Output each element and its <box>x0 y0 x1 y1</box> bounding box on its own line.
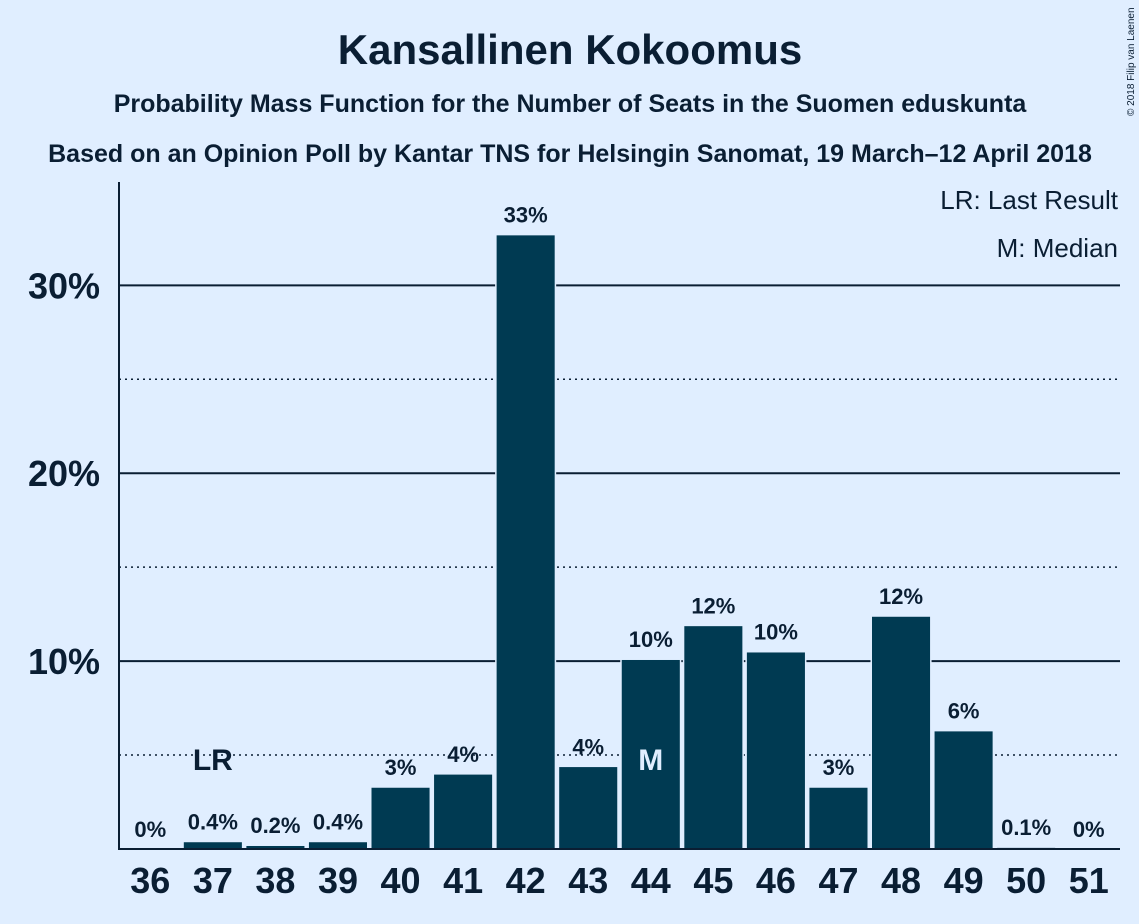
x-tick-label: 49 <box>944 860 984 901</box>
x-tick-label: 46 <box>756 860 796 901</box>
data-label: 6% <box>948 699 980 724</box>
x-tick-label: 47 <box>818 860 858 901</box>
copyright-note: © 2018 Filip van Laenen <box>1126 7 1137 116</box>
x-tick-label: 45 <box>693 860 733 901</box>
bar <box>933 729 995 850</box>
data-label: 10% <box>629 627 673 652</box>
bar <box>870 615 932 850</box>
bar <box>557 765 619 850</box>
x-tick-label: 41 <box>443 860 483 901</box>
data-label: 12% <box>879 584 923 609</box>
data-label: 12% <box>691 593 735 618</box>
bar <box>307 840 369 850</box>
x-tick-label: 42 <box>506 860 546 901</box>
data-labels: 0% 0.4% 0.2% 0.4% 3% 4% 33% 4% 10% 12% 10% 3% 12% 6% 0… <box>134 203 1104 842</box>
last-result-marker: LR <box>193 744 233 777</box>
bars <box>182 233 1057 850</box>
data-label: 3% <box>823 755 855 780</box>
markers: LR M <box>193 744 663 777</box>
bar <box>495 233 557 850</box>
data-label: 0.2% <box>250 813 300 838</box>
data-label: 10% <box>754 620 798 645</box>
bar <box>182 840 244 850</box>
y-axis-ticks: 10% 20% 30% <box>28 265 100 682</box>
legend-last-result: LR: Last Result <box>940 185 1119 215</box>
x-tick-label: 44 <box>631 860 671 901</box>
legend-median: M: Median <box>997 233 1118 263</box>
x-tick-label: 43 <box>568 860 608 901</box>
chart-subtitle: Probability Mass Function for the Number… <box>114 90 1028 118</box>
bar <box>745 650 807 850</box>
x-tick-label: 48 <box>881 860 921 901</box>
x-tick-label: 51 <box>1069 860 1109 901</box>
x-tick-label: 36 <box>130 860 170 901</box>
x-tick-label: 38 <box>255 860 295 901</box>
data-label: 33% <box>504 203 548 228</box>
bar <box>682 624 744 850</box>
data-label: 3% <box>385 755 417 780</box>
data-label: 0.4% <box>313 809 363 834</box>
y-tick-label: 10% <box>28 641 100 682</box>
data-label: 0% <box>1073 817 1105 842</box>
y-tick-label: 20% <box>28 453 100 494</box>
bar <box>807 786 869 850</box>
data-label: 0.1% <box>1001 815 1051 840</box>
median-marker: M <box>638 744 663 777</box>
data-label: 4% <box>572 734 604 759</box>
data-label: 0% <box>134 817 166 842</box>
x-axis-ticks: 36 37 38 39 40 41 42 43 44 45 46 47 48 49 50 51 <box>130 860 1108 901</box>
x-tick-label: 50 <box>1006 860 1046 901</box>
data-label: 0.4% <box>188 809 238 834</box>
chart-title: Kansallinen Kokoomus <box>338 26 802 73</box>
x-tick-label: 37 <box>193 860 233 901</box>
x-tick-label: 39 <box>318 860 358 901</box>
chart-source: Based on an Opinion Poll by Kantar TNS f… <box>48 140 1092 168</box>
x-tick-label: 40 <box>381 860 421 901</box>
data-label: 4% <box>447 742 479 767</box>
y-tick-label: 30% <box>28 265 100 306</box>
bar <box>432 773 494 850</box>
bar <box>370 786 432 850</box>
